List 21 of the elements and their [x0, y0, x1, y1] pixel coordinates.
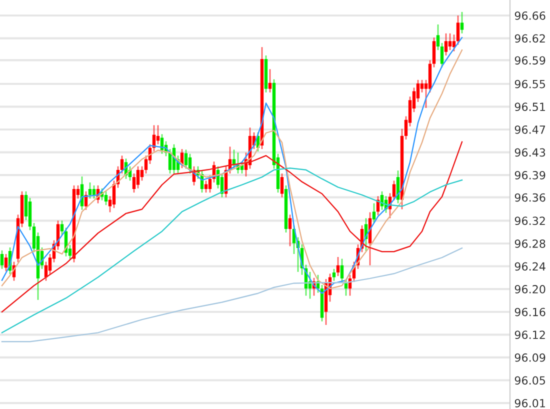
y-tick-label: 96.20 — [514, 285, 546, 294]
y-tick-label: 96.32 — [514, 216, 545, 226]
y-tick-label: 96.47 — [514, 125, 546, 134]
y-tick-label: 96.12 — [514, 330, 545, 340]
y-tick-label: 96.62 — [514, 34, 545, 43]
y-tick-label: 96.66 — [514, 11, 546, 20]
y-tick-label: 96.16 — [514, 308, 546, 316]
line-series — [1, 247, 463, 342]
y-tick-label: 96.59 — [514, 56, 546, 65]
y-tick-label: 96.01 — [514, 399, 545, 408]
y-tick-label: 96.36 — [514, 193, 546, 202]
y-tick-label: 96.43 — [514, 148, 546, 157]
y-tick-label: 96.09 — [514, 353, 546, 362]
line-series — [1, 168, 463, 334]
y-tick-label: 96.55 — [514, 80, 546, 88]
y-tick-label: 96.24 — [514, 262, 546, 271]
line-series — [1, 141, 463, 312]
y-tick-label: 96.39 — [514, 171, 546, 180]
y-tick-label: 96.28 — [514, 239, 546, 248]
y-tick-label: 96.51 — [514, 102, 545, 112]
y-tick-label: 96.05 — [514, 376, 546, 385]
